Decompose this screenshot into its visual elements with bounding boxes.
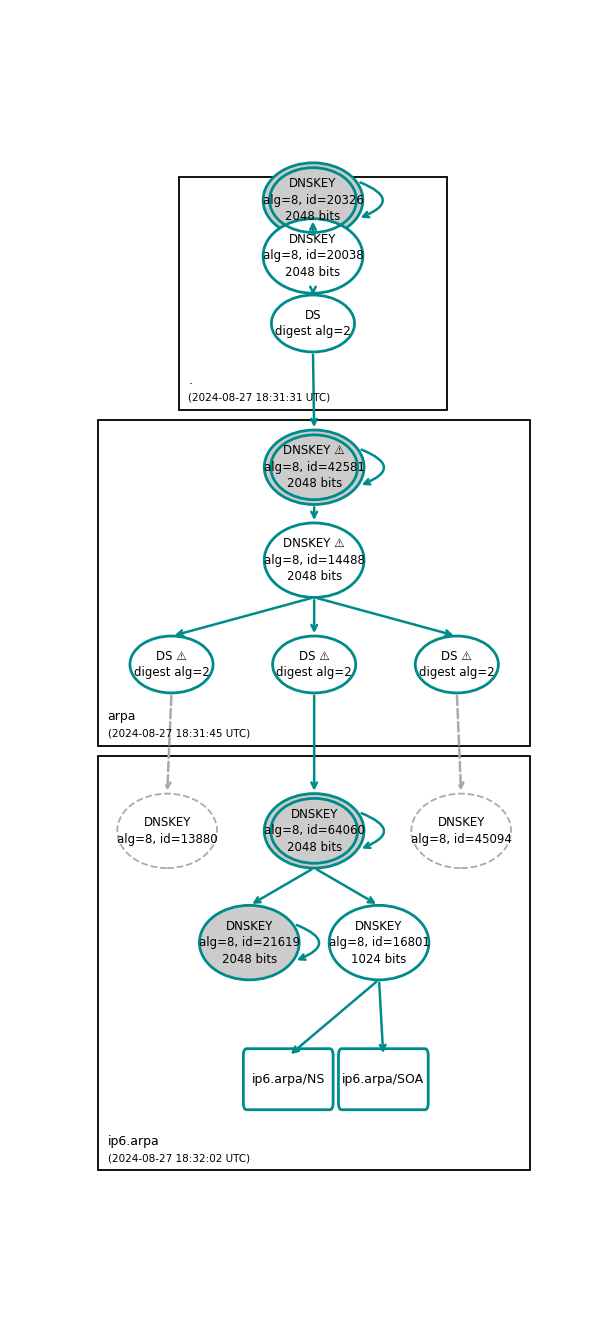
FancyBboxPatch shape — [243, 1048, 333, 1110]
Text: DNSKEY ⚠️
alg=8, id=14488
2048 bits: DNSKEY ⚠️ alg=8, id=14488 2048 bits — [264, 538, 365, 583]
Text: DNSKEY
alg=8, id=45094: DNSKEY alg=8, id=45094 — [411, 816, 512, 845]
Ellipse shape — [263, 219, 363, 293]
Ellipse shape — [272, 296, 354, 352]
Text: arpa: arpa — [107, 710, 136, 723]
Ellipse shape — [130, 636, 213, 694]
Text: ip6.arpa/NS: ip6.arpa/NS — [251, 1073, 325, 1086]
Text: (2024-08-27 18:32:02 UTC): (2024-08-27 18:32:02 UTC) — [107, 1153, 249, 1163]
Text: DNSKEY
alg=8, id=20038
2048 bits: DNSKEY alg=8, id=20038 2048 bits — [262, 233, 364, 280]
Bar — [98, 757, 530, 1171]
Text: DNSKEY
alg=8, id=64060
2048 bits: DNSKEY alg=8, id=64060 2048 bits — [264, 808, 365, 853]
Text: DNSKEY
alg=8, id=20326
2048 bits: DNSKEY alg=8, id=20326 2048 bits — [262, 177, 364, 223]
Text: (2024-08-27 18:31:31 UTC): (2024-08-27 18:31:31 UTC) — [188, 392, 330, 402]
Ellipse shape — [411, 793, 511, 868]
Bar — [179, 177, 447, 410]
Ellipse shape — [329, 906, 429, 980]
Text: DS ⚠️
digest alg=2: DS ⚠️ digest alg=2 — [276, 649, 352, 679]
Ellipse shape — [273, 636, 356, 694]
Bar — [98, 419, 530, 746]
Text: .: . — [188, 374, 192, 387]
Ellipse shape — [264, 523, 364, 598]
Text: DNSKEY ⚠️
alg=8, id=42581
2048 bits: DNSKEY ⚠️ alg=8, id=42581 2048 bits — [264, 445, 365, 491]
Text: DS ⚠️
digest alg=2: DS ⚠️ digest alg=2 — [134, 649, 210, 679]
Text: (2024-08-27 18:31:45 UTC): (2024-08-27 18:31:45 UTC) — [107, 728, 249, 739]
Text: DNSKEY
alg=8, id=16801
1024 bits: DNSKEY alg=8, id=16801 1024 bits — [329, 919, 430, 965]
Ellipse shape — [263, 163, 363, 238]
Text: DS
digest alg=2: DS digest alg=2 — [275, 309, 351, 339]
Text: ip6.arpa: ip6.arpa — [107, 1134, 159, 1148]
Ellipse shape — [199, 906, 299, 980]
Text: DNSKEY
alg=8, id=13880: DNSKEY alg=8, id=13880 — [117, 816, 218, 845]
Ellipse shape — [264, 430, 364, 504]
Text: DNSKEY
alg=8, id=21619
2048 bits: DNSKEY alg=8, id=21619 2048 bits — [199, 919, 300, 965]
Ellipse shape — [264, 793, 364, 868]
FancyBboxPatch shape — [338, 1048, 428, 1110]
Ellipse shape — [117, 793, 217, 868]
Ellipse shape — [415, 636, 498, 694]
Text: DS ⚠️
digest alg=2: DS ⚠️ digest alg=2 — [419, 649, 495, 679]
Text: ip6.arpa/SOA: ip6.arpa/SOA — [342, 1073, 424, 1086]
